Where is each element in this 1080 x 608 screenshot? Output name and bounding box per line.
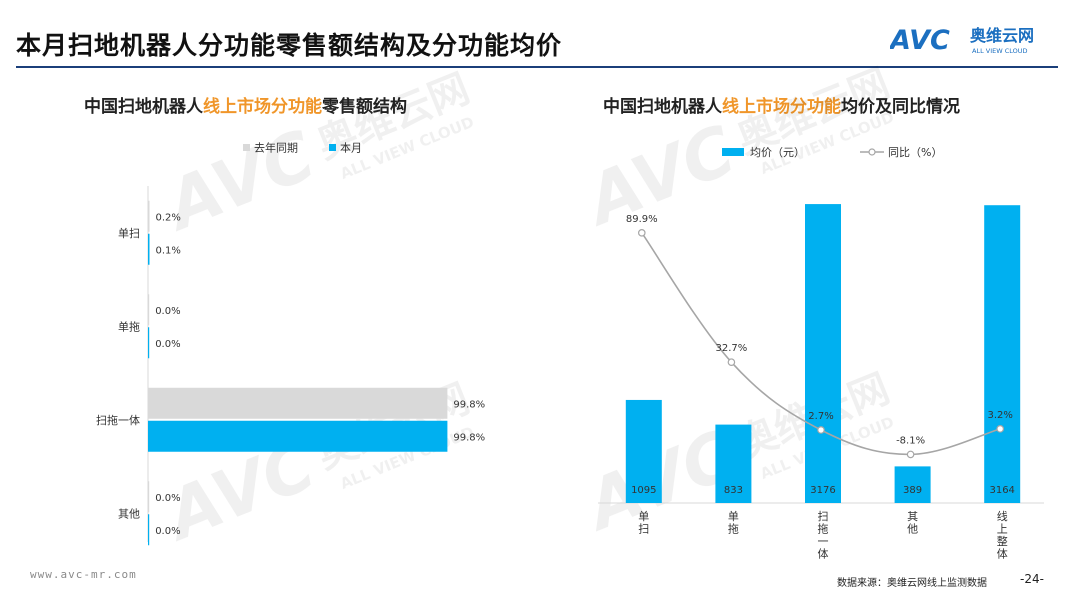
left-bar-0-1 <box>148 294 150 326</box>
right-chart-legend: 均价（元） 同比（%） <box>722 146 942 159</box>
left-category-label-1: 单拖 <box>118 319 140 333</box>
right-bar-label-3: 389 <box>903 485 922 496</box>
right-line-label-4: 3.2% <box>987 410 1012 421</box>
left-bar-label-1-0: 0.1% <box>156 245 181 256</box>
right-category-char-4-3: 体 <box>997 547 1008 561</box>
left-title-highlight: 线上市场分功能 <box>203 97 322 117</box>
left-title-part-1: 中国扫地机器人 <box>84 97 203 117</box>
right-bar-1 <box>715 424 752 503</box>
right-line-point-0 <box>637 229 646 237</box>
logo-en-text: ALL VIEW CLOUD <box>972 47 1028 55</box>
left-bar-label-0-3: 0.0% <box>155 493 180 504</box>
left-bar-1-0 <box>148 233 150 265</box>
left-bar-1-3 <box>148 514 150 546</box>
right-bar-label-4: 3164 <box>989 485 1014 496</box>
avc-logo: AVC 奥维云网 ALL VIEW CLOUD <box>890 25 1034 56</box>
footer-url: www.avc-mr.com <box>30 568 137 581</box>
right-line-point-4 <box>996 425 1005 433</box>
left-bar-0-3 <box>148 481 150 513</box>
right-legend-line-label: 同比（%） <box>888 146 942 159</box>
left-legend-swatch-0 <box>243 144 250 151</box>
logo-avc-text: AVC <box>890 25 950 56</box>
left-category-label-0: 单扫 <box>118 227 140 240</box>
logo-cn-text: 奥维云网 <box>970 26 1034 45</box>
right-category-label-3: 其他 <box>907 510 918 536</box>
right-category-char-4-1: 上 <box>997 523 1008 536</box>
right-category-label-1: 单拖 <box>728 510 739 536</box>
right-category-char-2-1: 拖 <box>818 522 829 536</box>
right-category-char-3-1: 他 <box>907 523 918 536</box>
left-bar-label-0-2: 99.8% <box>453 399 485 410</box>
right-category-char-3-0: 其 <box>907 510 918 523</box>
right-bar-4 <box>984 205 1021 503</box>
right-legend-bar-label: 均价（元） <box>750 146 805 159</box>
title-divider <box>16 66 1058 68</box>
right-line-point-1 <box>727 358 736 366</box>
left-chart-legend: 去年同期 本月 <box>243 141 362 155</box>
right-title-part-1: 中国扫地机器人 <box>603 97 722 117</box>
left-bar-1-2 <box>148 420 448 452</box>
right-category-char-1-1: 拖 <box>728 522 739 536</box>
left-legend-swatch-1 <box>329 144 336 151</box>
right-category-char-0-0: 单 <box>638 510 649 523</box>
right-bar-0 <box>625 399 662 503</box>
right-legend-bar-swatch <box>722 148 744 156</box>
right-line-label-0: 89.9% <box>626 214 658 225</box>
left-title-part-3: 零售额结构 <box>322 97 407 117</box>
right-chart-title: 中国扫地机器人线上市场分功能均价及同比情况 <box>603 92 960 117</box>
left-bar-0-2 <box>148 387 448 419</box>
right-category-char-1-0: 单 <box>728 510 739 523</box>
left-category-label-2: 扫拖一体 <box>96 413 140 427</box>
right-title-part-3: 均价及同比情况 <box>841 97 960 117</box>
right-line-label-3: -8.1% <box>896 435 925 446</box>
right-category-char-0-1: 扫 <box>638 523 649 536</box>
right-title-highlight: 线上市场分功能 <box>722 97 841 117</box>
left-bar-label-1-2: 99.8% <box>453 432 485 443</box>
right-bar-label-1: 833 <box>724 485 743 496</box>
right-bar-2 <box>805 204 841 504</box>
page-title: 本月扫地机器人分功能零售额结构及分功能均价 <box>16 31 563 60</box>
left-chart-title: 中国扫地机器人线上市场分功能零售额结构 <box>84 92 407 117</box>
right-line-label-2: 2.7% <box>808 411 833 422</box>
right-category-char-4-0: 线 <box>997 509 1008 523</box>
left-legend-label-0: 去年同期 <box>254 141 298 155</box>
right-legend-line-marker <box>868 148 876 156</box>
right-category-label-0: 单扫 <box>638 510 649 536</box>
right-category-char-2-2: 一 <box>818 535 829 548</box>
left-bar-label-1-1: 0.0% <box>155 339 180 350</box>
right-bar-3 <box>894 466 931 503</box>
left-bar-0-0 <box>148 200 150 232</box>
right-category-char-4-2: 整 <box>997 534 1008 548</box>
left-legend-label-1: 本月 <box>340 141 362 155</box>
left-category-label-3: 其他 <box>118 507 140 520</box>
right-line-label-1: 32.7% <box>716 343 748 354</box>
right-category-char-2-3: 体 <box>818 547 829 561</box>
right-category-char-2-0: 扫 <box>818 510 829 523</box>
data-source: 数据来源：奥维云网线上监测数据 <box>837 578 987 589</box>
left-bar-label-0-1: 0.0% <box>155 306 180 317</box>
right-line-series <box>641 232 1001 456</box>
right-line-point-3 <box>906 450 915 459</box>
left-bar-1-1 <box>148 327 150 359</box>
right-bar-label-0: 1095 <box>631 485 656 496</box>
left-bar-label-1-3: 0.0% <box>155 526 180 537</box>
right-category-label-2: 扫拖一体 <box>818 510 829 561</box>
left-bar-label-0-0: 0.2% <box>156 212 181 223</box>
page-number: -24- <box>1020 572 1044 586</box>
right-line-point-2 <box>817 426 825 434</box>
right-bar-label-2: 3176 <box>810 485 835 496</box>
